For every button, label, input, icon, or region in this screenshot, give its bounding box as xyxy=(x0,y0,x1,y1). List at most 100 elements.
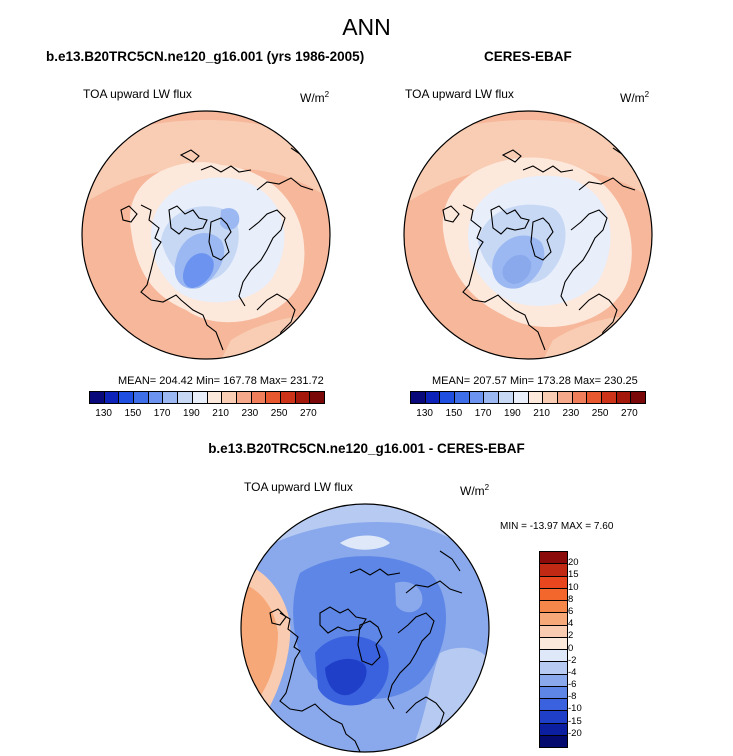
right-variable-label: TOA upward LW flux xyxy=(405,87,514,101)
diff-colorbar-swatch xyxy=(540,613,567,626)
diff-colorbar-swatch xyxy=(540,662,567,675)
diff-colorbar-swatch xyxy=(540,637,567,650)
right-colorbar-swatch xyxy=(587,392,602,403)
left-colorbar-swatch xyxy=(90,392,105,403)
diff-colorbar-tick-label: -15 xyxy=(568,715,582,727)
right-colorbar-tick-label: 150 xyxy=(445,408,463,419)
diff-variable-label: TOA upward LW flux xyxy=(244,480,353,494)
right-colorbar-tick-label: 230 xyxy=(562,408,580,419)
diff-colorbar-swatch xyxy=(540,723,567,736)
left-colorbar-swatch xyxy=(148,392,164,403)
diff-colorbar-tick-label: -10 xyxy=(568,703,582,715)
diff-colorbar-swatch xyxy=(540,576,567,589)
left-colorbar-swatch xyxy=(192,392,208,403)
diff-colorbar-tick-label: -2 xyxy=(568,654,577,666)
right-colorbar-swatch xyxy=(572,392,588,403)
diff-colorbar-tick-label: -4 xyxy=(568,666,577,678)
diff-colorbar-swatch xyxy=(540,601,567,614)
right-colorbar-swatch xyxy=(411,392,426,403)
right-colorbar-tick-label: 250 xyxy=(591,408,609,419)
diff-colorbar-tick-label: 20 xyxy=(568,557,579,569)
left-colorbar-swatch xyxy=(207,392,223,403)
left-colorbar-swatch xyxy=(295,392,311,403)
left-colorbar-swatch xyxy=(236,392,252,403)
left-colorbar-swatch xyxy=(178,392,193,403)
diff-polar-map xyxy=(240,503,490,753)
right-colorbar-tick-label: 130 xyxy=(416,408,433,419)
left-stats: MEAN= 204.42 Min= 167.78 Max= 231.72 xyxy=(118,375,324,387)
right-colorbar-swatch xyxy=(440,392,456,403)
diff-colorbar-tick-label: 0 xyxy=(568,642,574,654)
left-colorbar-swatch xyxy=(222,392,237,403)
right-colorbar-tick-label: 270 xyxy=(621,408,638,419)
left-colorbar-tick-label: 270 xyxy=(300,408,317,419)
diff-colorbar-tick-label: 15 xyxy=(568,569,579,581)
left-colorbar-tick-label: 150 xyxy=(124,408,142,419)
diff-colorbar-tick-label: 2 xyxy=(568,630,574,642)
left-colorbar-tick-label: 170 xyxy=(153,408,171,419)
diff-colorbar-swatch xyxy=(540,588,567,601)
diff-colorbar-swatch xyxy=(540,650,567,663)
right-colorbar-swatch xyxy=(543,392,558,403)
right-units-label: W/m2 xyxy=(620,90,650,105)
left-colorbar-swatch xyxy=(104,392,120,403)
diff-colorbar-tick-label: 10 xyxy=(568,581,579,593)
figure-title: ANN xyxy=(342,14,391,40)
left-colorbar-swatch xyxy=(251,392,267,403)
diff-colorbar-swatch xyxy=(540,711,567,724)
left-colorbar-ticks: 130 150 170 190 210 230 250 270 xyxy=(89,408,323,420)
diff-colorbar-tick-label: -8 xyxy=(568,691,577,703)
right-panel-title: CERES-EBAF xyxy=(484,49,572,64)
right-colorbar-tick-label: 170 xyxy=(474,408,492,419)
right-colorbar-swatch xyxy=(484,392,500,403)
diff-colorbar-tick-label: -6 xyxy=(568,679,577,691)
diff-colorbar-ticks: 20 15 10 8 6 4 2 0 -2 -4 -6 -8 -10 -15 -20 xyxy=(568,551,598,746)
diff-colorbar-swatch xyxy=(540,686,567,699)
right-colorbar-swatch xyxy=(616,392,632,403)
diff-units-label: W/m2 xyxy=(460,483,490,498)
diff-panel-title: b.e13.B20TRC5CN.ne120_g16.001 - CERES-EB… xyxy=(208,441,525,456)
right-stats: MEAN= 207.57 Min= 173.28 Max= 230.25 xyxy=(432,375,638,387)
right-colorbar-swatch xyxy=(513,392,529,403)
left-colorbar-swatch xyxy=(280,392,296,403)
diff-colorbar-tick-label: 6 xyxy=(568,605,574,617)
left-units-label: W/m2 xyxy=(300,90,330,105)
left-polar-map xyxy=(81,110,331,360)
left-colorbar-swatch xyxy=(310,392,324,403)
left-colorbar-tick-label: 230 xyxy=(241,408,259,419)
right-colorbar-swatch xyxy=(631,392,645,403)
right-colorbar-swatch xyxy=(601,392,617,403)
right-polar-map xyxy=(403,110,653,360)
diff-colorbar-swatch xyxy=(540,552,567,565)
left-colorbar-tick-label: 210 xyxy=(212,408,229,419)
right-colorbar xyxy=(410,391,646,404)
right-colorbar-swatch xyxy=(425,392,441,403)
right-colorbar-swatch xyxy=(528,392,544,403)
right-colorbar-swatch xyxy=(557,392,573,403)
left-colorbar-tick-label: 130 xyxy=(95,408,112,419)
left-variable-label: TOA upward LW flux xyxy=(83,87,192,101)
left-colorbar-swatch xyxy=(266,392,281,403)
diff-colorbar-tick-label: 4 xyxy=(568,618,574,630)
left-colorbar xyxy=(89,391,325,404)
left-colorbar-swatch xyxy=(134,392,149,403)
left-colorbar-swatch xyxy=(119,392,135,403)
diff-colorbar-swatch xyxy=(540,674,567,687)
right-colorbar-swatch xyxy=(455,392,470,403)
diff-colorbar-swatch xyxy=(540,564,567,577)
left-panel-title: b.e13.B20TRC5CN.ne120_g16.001 (yrs 1986-… xyxy=(46,49,365,64)
right-colorbar-tick-label: 190 xyxy=(504,408,521,419)
left-colorbar-swatch xyxy=(163,392,179,403)
diff-colorbar-swatch xyxy=(540,699,567,712)
right-colorbar-swatch xyxy=(499,392,514,403)
left-colorbar-tick-label: 250 xyxy=(270,408,288,419)
diff-colorbar xyxy=(539,551,568,748)
diff-colorbar-swatch xyxy=(540,735,567,747)
right-colorbar-swatch xyxy=(469,392,485,403)
right-colorbar-ticks: 130 150 170 190 210 230 250 270 xyxy=(410,408,644,420)
right-colorbar-tick-label: 210 xyxy=(533,408,550,419)
diff-minmax: MIN = -13.97 MAX = 7.60 xyxy=(500,521,614,532)
diff-colorbar-swatch xyxy=(540,625,567,638)
left-colorbar-tick-label: 190 xyxy=(183,408,200,419)
diff-colorbar-tick-label: 8 xyxy=(568,593,574,605)
